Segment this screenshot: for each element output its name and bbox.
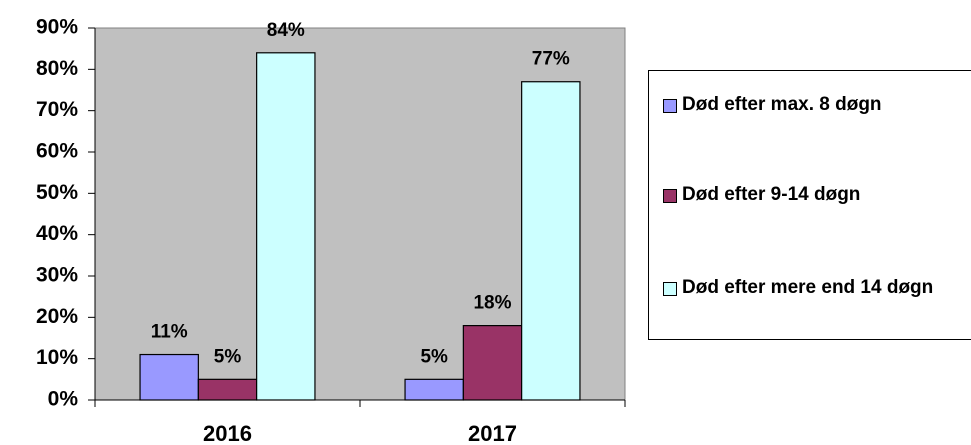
value-label: 5% xyxy=(214,346,242,367)
legend-label: Død efter 9-14 døgn xyxy=(682,184,861,205)
value-label: 18% xyxy=(473,293,511,314)
legend: Død efter max. 8 døgn Død efter 9-14 døgn… xyxy=(648,70,971,340)
y-tick-label: 10% xyxy=(36,346,78,369)
legend-label: Død efter mere end 14 døgn xyxy=(682,277,934,298)
legend-item: Død efter 9-14 døgn xyxy=(663,183,944,207)
value-label: 11% xyxy=(151,322,188,343)
value-label: 84% xyxy=(267,20,305,41)
y-tick-label: 90% xyxy=(36,16,78,39)
bar xyxy=(404,378,464,401)
legend-item: Død efter max. 8 døgn xyxy=(663,93,944,117)
y-tick-label: 60% xyxy=(36,140,78,163)
y-tick-label: 20% xyxy=(36,305,78,328)
y-tick-label: 80% xyxy=(36,57,78,80)
legend-swatch xyxy=(663,282,677,296)
legend-swatch xyxy=(663,189,677,203)
bar xyxy=(256,52,316,401)
y-tick-label: 40% xyxy=(36,222,78,245)
value-label: 77% xyxy=(532,49,570,70)
y-tick-label: 70% xyxy=(36,98,78,121)
legend-swatch xyxy=(663,99,677,113)
x-tick-label: 2016 xyxy=(203,421,252,445)
y-tick-label: 0% xyxy=(48,388,79,411)
bar xyxy=(139,353,199,401)
x-tick-label: 2017 xyxy=(468,421,517,445)
y-tick-label: 50% xyxy=(36,181,78,204)
legend-label: Død efter max. 8 døgn xyxy=(682,94,882,115)
bar xyxy=(462,325,523,401)
bar xyxy=(521,81,581,401)
value-label: 5% xyxy=(420,346,448,367)
legend-item: Død efter mere end 14 døgn xyxy=(663,276,944,300)
y-tick-label: 30% xyxy=(36,264,78,287)
bar xyxy=(197,378,258,401)
